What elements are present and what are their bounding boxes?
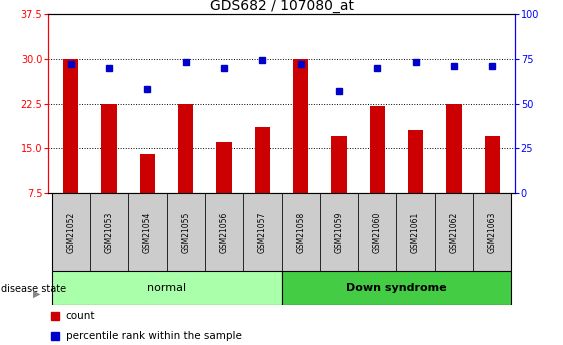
Text: percentile rank within the sample: percentile rank within the sample xyxy=(65,331,242,341)
Bar xyxy=(446,104,462,193)
Text: GSM21059: GSM21059 xyxy=(334,211,343,253)
Bar xyxy=(243,193,282,271)
Bar xyxy=(331,136,347,193)
Bar xyxy=(167,193,205,271)
Text: Down syndrome: Down syndrome xyxy=(346,283,446,293)
Text: GSM21063: GSM21063 xyxy=(488,211,497,253)
Bar xyxy=(140,154,155,193)
Text: ▶: ▶ xyxy=(33,289,41,299)
Text: disease state: disease state xyxy=(1,284,66,294)
Text: GSM21053: GSM21053 xyxy=(105,211,114,253)
Bar xyxy=(473,193,511,271)
Bar xyxy=(293,59,309,193)
Bar xyxy=(485,136,500,193)
Bar xyxy=(63,59,78,193)
Text: GSM21061: GSM21061 xyxy=(411,211,420,253)
Bar xyxy=(408,130,423,193)
Text: GSM21062: GSM21062 xyxy=(449,211,458,253)
Bar xyxy=(282,271,511,305)
Bar xyxy=(178,104,194,193)
Text: GSM21054: GSM21054 xyxy=(143,211,152,253)
Bar xyxy=(90,193,128,271)
Text: GSM21052: GSM21052 xyxy=(66,211,75,253)
Bar xyxy=(282,193,320,271)
Bar xyxy=(435,193,473,271)
Text: GSM21060: GSM21060 xyxy=(373,211,382,253)
Text: GSM21057: GSM21057 xyxy=(258,211,267,253)
Text: GSM21055: GSM21055 xyxy=(181,211,190,253)
Bar xyxy=(369,107,385,193)
Text: normal: normal xyxy=(147,283,186,293)
Text: count: count xyxy=(65,312,95,322)
Text: GSM21056: GSM21056 xyxy=(220,211,229,253)
Title: GDS682 / 107080_at: GDS682 / 107080_at xyxy=(209,0,354,13)
Bar xyxy=(254,127,270,193)
Bar xyxy=(128,193,167,271)
Bar xyxy=(358,193,396,271)
Bar xyxy=(101,104,117,193)
Bar xyxy=(396,193,435,271)
Bar xyxy=(52,193,90,271)
Text: GSM21058: GSM21058 xyxy=(296,211,305,253)
Bar xyxy=(320,193,358,271)
Bar xyxy=(216,142,232,193)
Bar xyxy=(205,193,243,271)
Bar xyxy=(52,271,282,305)
